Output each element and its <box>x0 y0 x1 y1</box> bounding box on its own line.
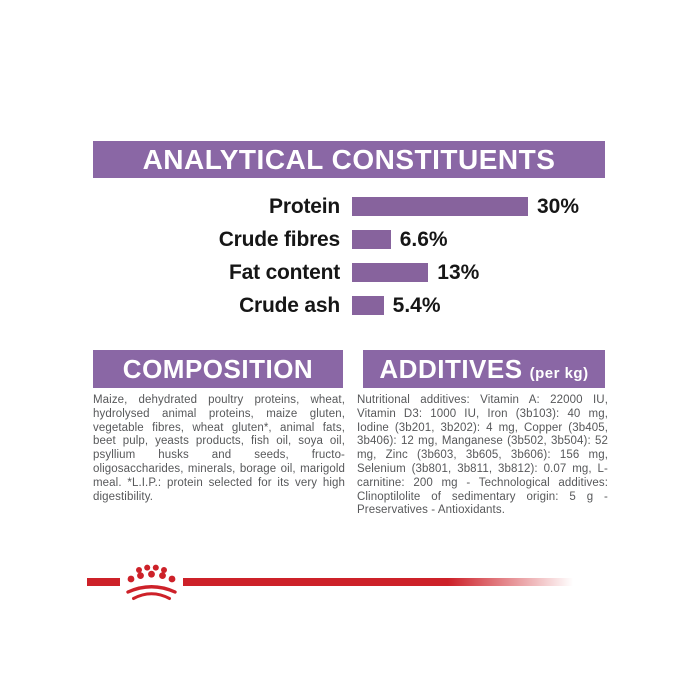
chart-category-label: Crude ash <box>239 293 340 317</box>
brand-divider-line-right <box>183 578 573 586</box>
composition-body-text: Maize, dehydrated poultry proteins, whea… <box>93 394 345 503</box>
analytical-constituents-title: ANALYTICAL CONSTITUENTS <box>142 143 556 175</box>
chart-row: Protein 30% <box>0 190 700 223</box>
chart-value-label: 6.6% <box>399 227 448 251</box>
chart-bar <box>352 197 528 216</box>
chart-row: Crude ash 5.4% <box>0 289 700 322</box>
chart-bar <box>352 263 429 282</box>
additives-body-text: Nutritional additives: Vitamin A: 22000 … <box>357 394 608 517</box>
chart-category-label: Crude fibres <box>218 227 340 251</box>
chart-category-label: Protein <box>269 194 340 218</box>
chart-row: Fat content 13% <box>0 256 700 289</box>
royal-canin-crown-icon <box>126 564 177 600</box>
composition-title: COMPOSITION <box>122 353 314 384</box>
chart-value-label: 30% <box>537 194 580 218</box>
analytical-chart: Protein 30% Crude fibres 6.6% Fat content 13%… <box>0 190 700 322</box>
chart-value-label: 13% <box>437 260 480 284</box>
chart-value-label: 5.4% <box>392 293 441 317</box>
additives-title: ADDITIVES <box>379 354 523 384</box>
chart-bar <box>352 296 384 315</box>
chart-row: Crude fibres 6.6% <box>0 223 700 256</box>
analytical-constituents-banner: ANALYTICAL CONSTITUENTS <box>93 141 605 178</box>
chart-bar <box>352 230 391 249</box>
chart-category-label: Fat content <box>229 260 340 284</box>
additives-banner: ADDITIVES (per kg) <box>363 350 605 388</box>
additives-unit-suffix: (per kg) <box>529 365 589 382</box>
brand-divider-line-left <box>87 578 120 586</box>
composition-banner: COMPOSITION <box>93 350 343 388</box>
